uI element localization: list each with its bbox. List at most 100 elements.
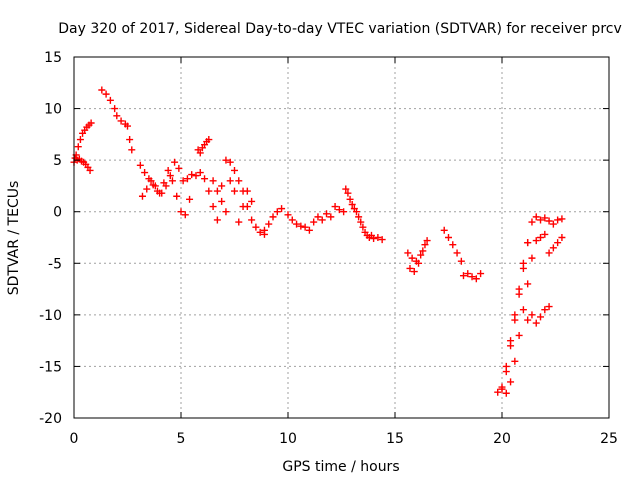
data-point [545,217,553,225]
data-point [374,234,382,241]
y-tick-label: 5 [53,153,62,169]
data-point [117,117,125,125]
data-point [213,216,221,224]
data-point [318,216,326,224]
data-point [186,195,194,203]
data-point [248,216,256,224]
data-point [151,182,159,190]
series-seg-n [494,213,566,396]
data-point [128,146,136,154]
data-point [554,216,562,224]
series-seg-o [498,239,532,391]
data-point [532,213,540,221]
data-point [188,171,196,179]
data-point [528,254,536,262]
x-tick-label: 0 [70,431,79,447]
data-point [378,236,386,244]
data-point [357,218,365,226]
data-point [359,223,367,231]
data-point [515,285,523,293]
series-seg-r [545,234,566,257]
data-point [440,226,448,234]
data-point [226,158,234,166]
data-point [205,136,213,144]
chart-title: Day 320 of 2017, Sidereal Day-to-day VTE… [58,21,622,37]
data-point [209,203,217,211]
data-point [445,234,452,241]
data-point [288,216,296,224]
data-point [541,230,549,238]
data-point [335,206,343,214]
data-point [126,136,134,144]
data-point [464,270,472,278]
data-point [239,203,247,211]
series-seg-d [136,156,268,238]
data-point [494,388,502,396]
data-point [209,177,217,185]
data-point [156,189,164,197]
y-tick-label: 15 [44,50,62,66]
data-point [248,197,256,205]
data-point [528,311,536,319]
data-point [269,213,277,221]
data-point [532,319,540,327]
x-tick-label: 5 [177,431,186,447]
data-point [532,237,540,245]
data-point [507,337,515,345]
data-point [558,234,566,241]
data-point [344,189,352,197]
data-point [196,169,204,177]
data-point [524,316,532,324]
data-point [537,313,545,321]
data-point [235,177,243,185]
data-point [175,164,183,172]
series-seg-j [310,203,348,226]
series-seg-b [71,154,94,174]
data-point [477,270,485,278]
series-seg-a [70,119,95,166]
series-seg-l [404,237,431,276]
data-point [260,226,268,234]
data-point [205,187,213,195]
data-point [537,216,545,224]
data-point [459,272,467,280]
data-point [457,257,465,265]
y-tick-label: -20 [39,411,62,427]
data-point [74,143,82,151]
data-point [76,136,84,144]
data-point [102,90,110,98]
data-point [136,161,144,169]
data-point [297,222,305,230]
data-point [524,280,532,288]
data-point [124,122,131,130]
data-point [310,218,318,226]
data-point [243,187,251,195]
series-seg-i [284,211,313,234]
data-point [423,237,431,245]
data-point [558,215,566,223]
data-point [410,268,418,276]
data-point [541,306,549,314]
data-point [355,213,363,221]
data-point [192,172,200,180]
data-point [138,192,146,200]
data-point [111,105,119,113]
series-seg-h [260,205,286,234]
data-point [213,187,221,195]
data-point [348,200,356,208]
data-point [173,192,181,200]
x-tick-label: 25 [600,431,618,447]
data-point [181,211,189,219]
x-tick-label: 15 [386,431,404,447]
data-point [265,220,273,228]
data-point [511,357,519,365]
data-point [468,273,476,281]
data-point [218,197,226,205]
grid [74,57,609,418]
data-point [515,331,523,339]
series-seg-p [502,230,549,397]
series-seg-e [138,166,194,219]
data-point [168,177,176,185]
data-points [70,86,566,397]
